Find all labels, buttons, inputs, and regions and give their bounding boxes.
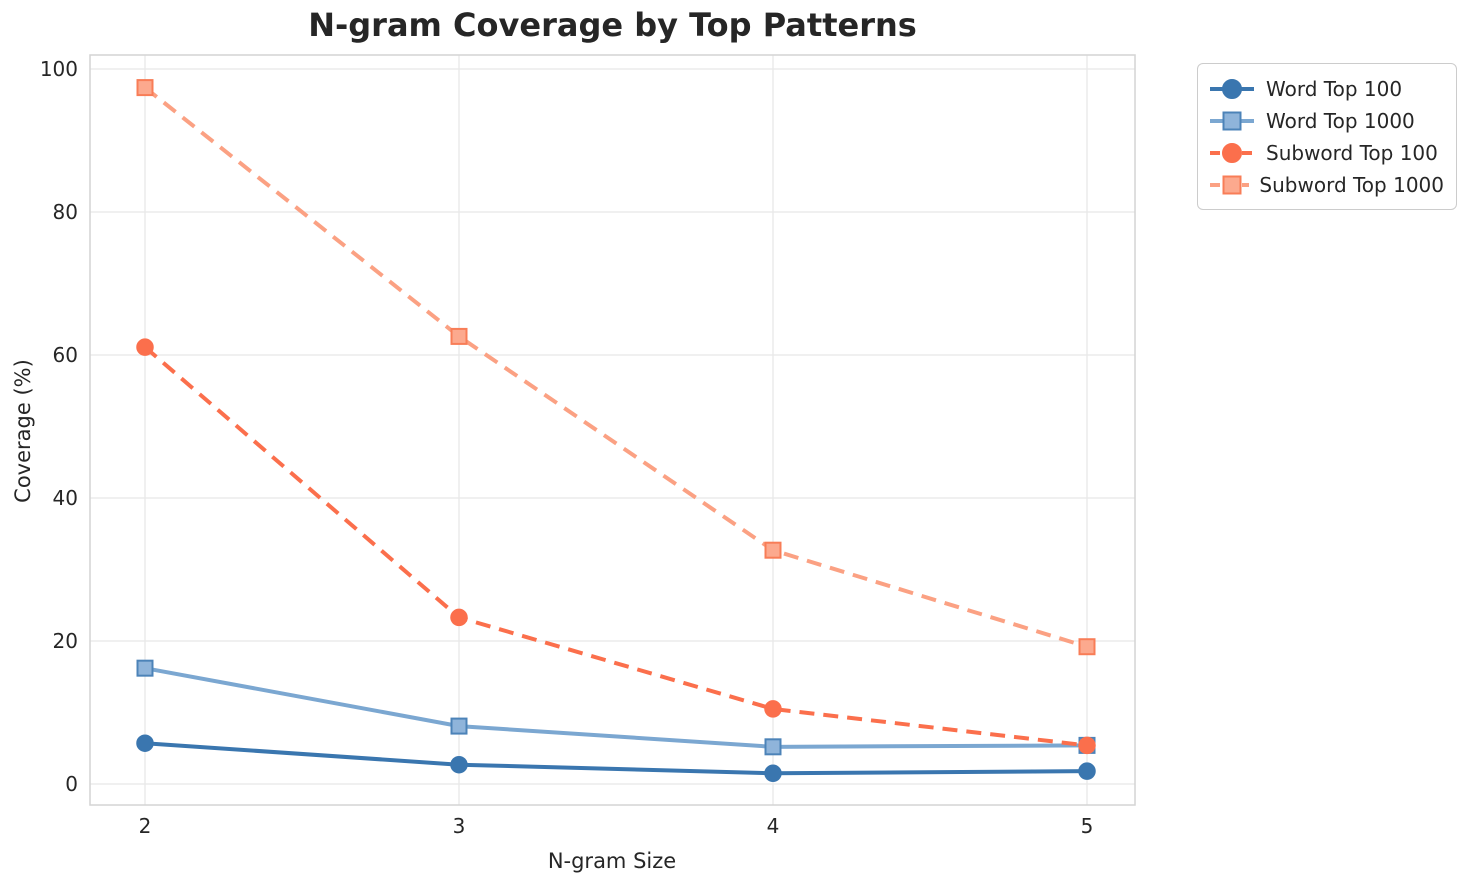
data-point-marker <box>136 338 154 356</box>
line-circle-marker-icon <box>1210 78 1254 99</box>
data-point-marker <box>136 734 154 752</box>
legend-item-label: Word Top 100 <box>1266 76 1403 101</box>
data-point-marker <box>1078 736 1096 755</box>
series-line <box>143 86 1088 649</box>
data-point-marker <box>764 700 782 718</box>
data-point-marker <box>450 755 468 774</box>
data-point-marker <box>764 764 782 783</box>
x-tick-label: 5 <box>1080 814 1094 838</box>
series-line <box>144 741 1088 776</box>
y-tick-label: 0 <box>65 772 78 796</box>
legend-item: Subword Top 1000 <box>1208 169 1444 200</box>
y-tick-label: 100 <box>39 57 78 81</box>
data-point-marker <box>764 541 782 559</box>
y-tick-label: 40 <box>52 486 78 510</box>
y-tick-label: 80 <box>52 200 78 224</box>
chart-title: N-gram Coverage by Top Patterns <box>308 6 917 44</box>
legend: Word Top 100 Word Top 1000 Subword Top 100… <box>1197 63 1457 210</box>
legend-item-label: Word Top 1000 <box>1266 108 1415 133</box>
legend-item-label: Subword Top 1000 <box>1259 172 1444 197</box>
data-point-marker <box>450 327 468 345</box>
line-square-marker-icon <box>1210 175 1250 194</box>
legend-item: Word Top 100 <box>1208 73 1444 104</box>
data-point-marker <box>136 79 154 97</box>
data-point-marker <box>136 659 154 677</box>
x-axis-label: N-gram Size <box>547 849 677 873</box>
line-circle-marker-icon <box>1210 142 1254 163</box>
data-point-marker <box>1078 762 1096 780</box>
data-point-marker <box>450 717 468 735</box>
y-tick-label: 60 <box>52 343 78 367</box>
x-tick-label: 2 <box>138 814 152 838</box>
data-point-marker <box>1078 638 1096 656</box>
data-point-marker <box>450 608 468 627</box>
legend-item: Word Top 1000 <box>1208 105 1444 136</box>
y-axis-label: Coverage (%) <box>11 359 35 503</box>
y-tick-label: 20 <box>52 629 78 653</box>
x-tick-label: 4 <box>766 814 780 838</box>
series-line <box>144 666 1088 749</box>
legend-item: Subword Top 100 <box>1208 137 1444 168</box>
legend-item-label: Subword Top 100 <box>1266 140 1438 165</box>
data-point-marker <box>764 738 782 756</box>
series-line <box>143 345 1088 748</box>
line-square-marker-icon <box>1210 111 1254 130</box>
axes-spines <box>89 54 1136 806</box>
x-tick-label: 3 <box>452 814 466 838</box>
